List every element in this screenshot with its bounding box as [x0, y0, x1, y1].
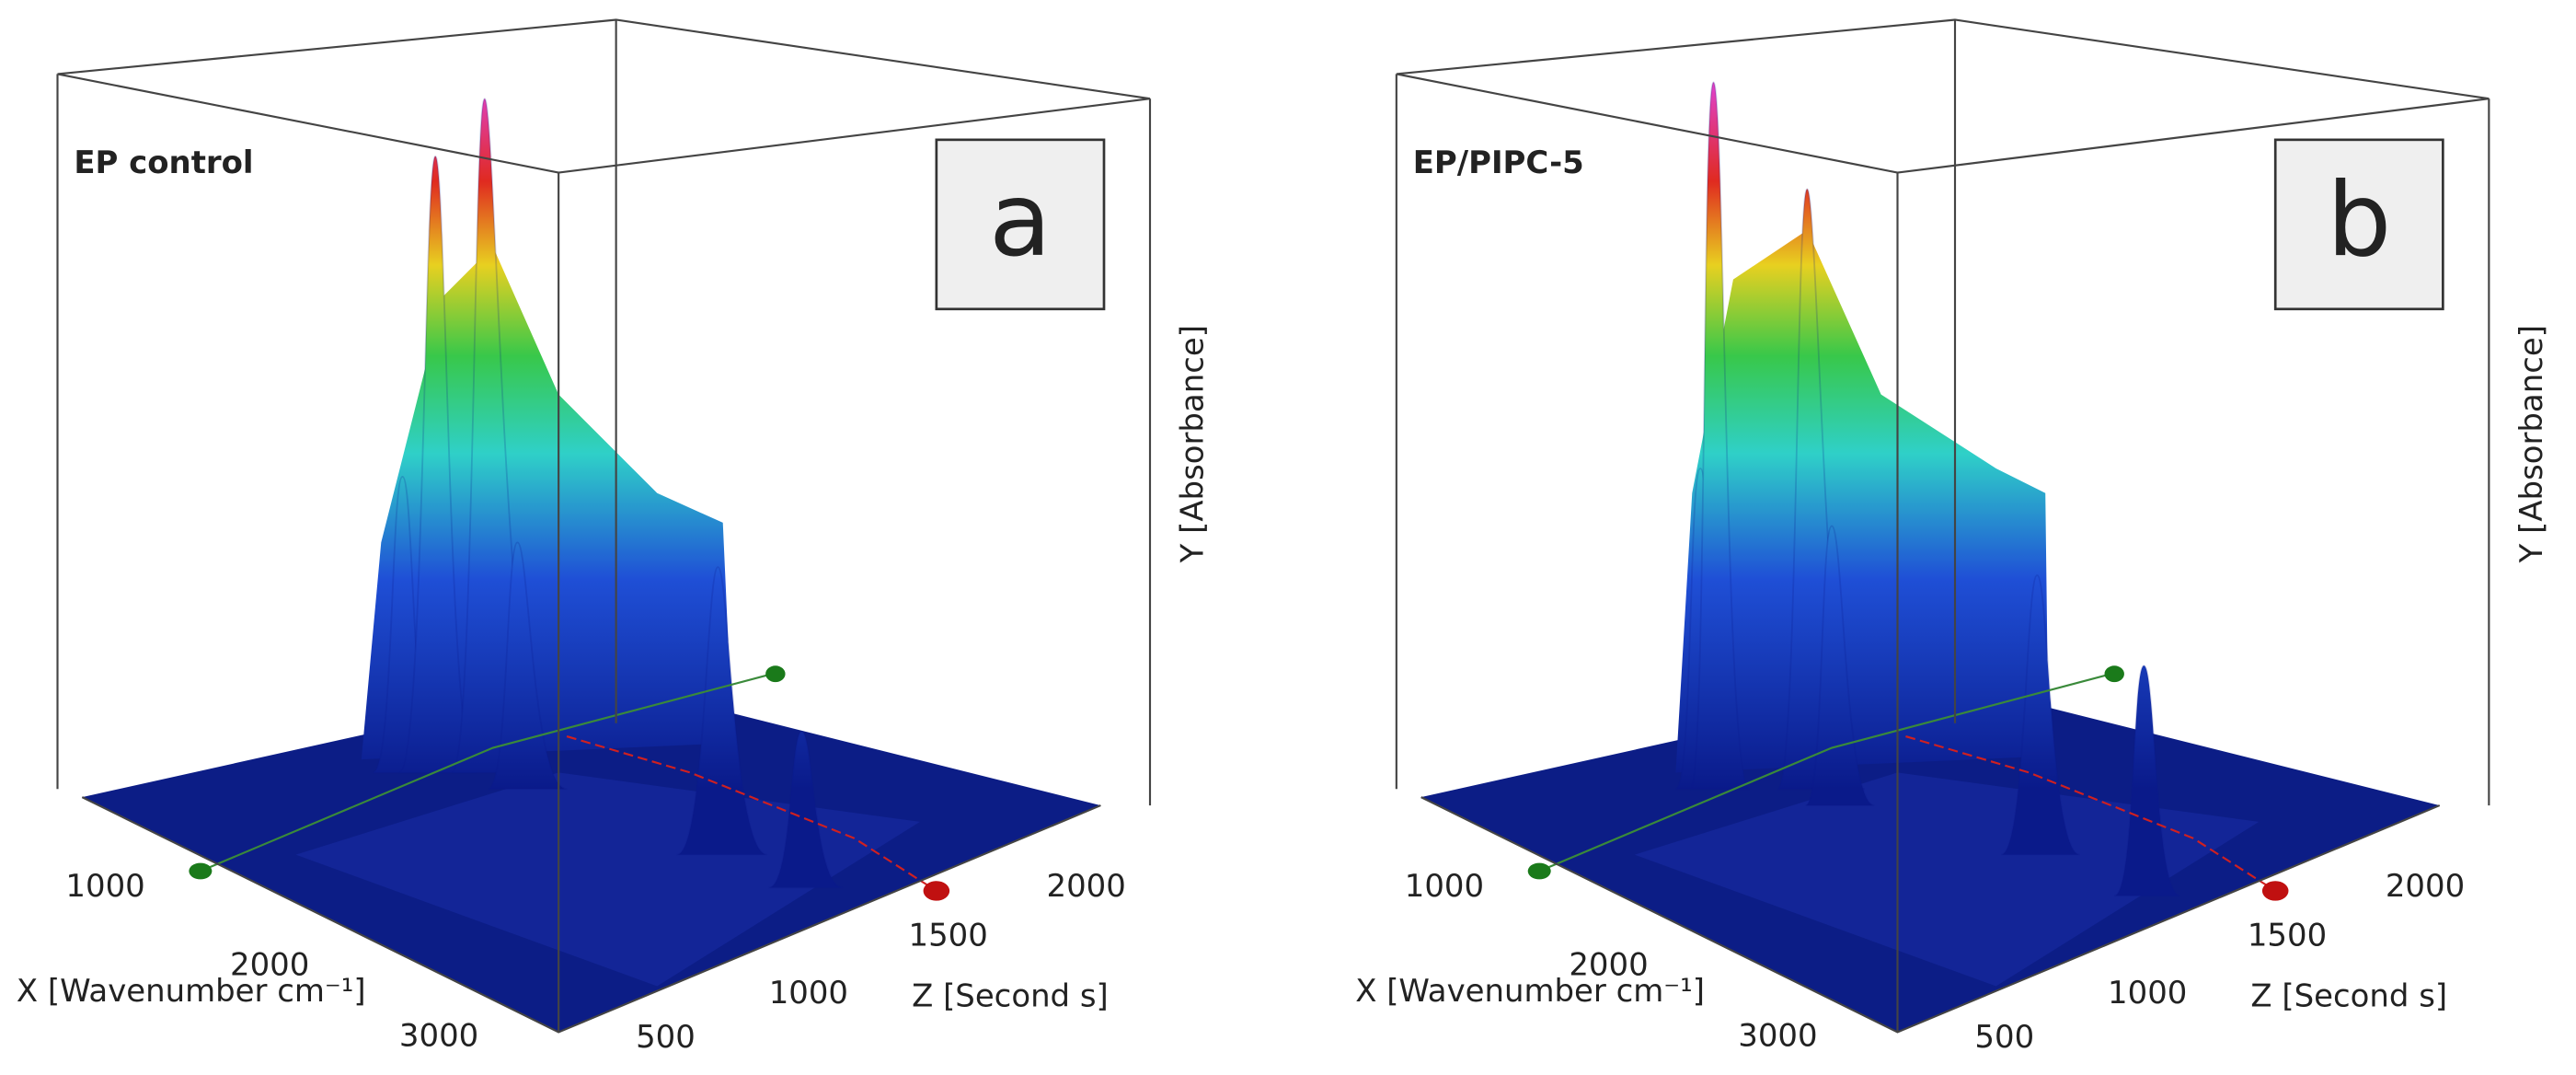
- z-tick-label: 2000: [2386, 868, 2465, 904]
- z-tick-label: 2000: [1047, 868, 1126, 904]
- z-tick-label: 500: [1974, 1019, 2034, 1055]
- y-axis-label: Y [Absorbance]: [2513, 325, 2549, 563]
- surface-peak: [487, 541, 568, 791]
- x-axis-label: X [Wavenumber cm⁻¹]: [17, 973, 366, 1009]
- cursor-line: [1905, 735, 2276, 892]
- z-axis-label: Z [Second s]: [912, 978, 1109, 1014]
- y-axis-label: Y [Absorbance]: [1175, 325, 1211, 563]
- marker: [923, 881, 950, 901]
- x-tick-label: 2000: [230, 947, 309, 983]
- letter-box: [2273, 138, 2444, 311]
- floor-shade: [1634, 772, 2260, 987]
- surface-peak: [768, 730, 844, 889]
- z-tick-label: 1500: [2248, 917, 2327, 953]
- box-edge: [1420, 796, 2441, 1034]
- letter-box: [935, 138, 1106, 311]
- x-tick-label: 3000: [1738, 1017, 1817, 1053]
- panel-letter: b: [2327, 161, 2391, 280]
- marker: [2261, 881, 2289, 901]
- x-tick-label: 1000: [1405, 868, 1484, 904]
- panel: EP/PIPC-5 b Y [Absorbance] X [Wavenumber cm…: [1355, 18, 2549, 1055]
- x-axis-label: X [Wavenumber cm⁻¹]: [1355, 973, 1705, 1009]
- panel-title: EP control: [74, 144, 253, 180]
- cursor-line: [566, 735, 937, 892]
- surface-peak: [2113, 665, 2180, 897]
- box-edge: [81, 796, 1101, 1034]
- x-tick-label: 2000: [1569, 947, 1648, 983]
- panel: EP control a Y [Absorbance] X [Wavenumber c…: [17, 18, 1211, 1055]
- cursor-line: [200, 673, 773, 873]
- surface-peak: [2000, 574, 2081, 856]
- panel-title: EP/PIPC-5: [1413, 144, 1584, 180]
- x-tick-label: 3000: [399, 1017, 478, 1053]
- marker: [1527, 862, 1551, 880]
- panel-letter: a: [989, 161, 1052, 280]
- z-axis-label: Z [Second s]: [2250, 978, 2447, 1014]
- z-tick-label: 1000: [2108, 975, 2187, 1011]
- marker: [2104, 665, 2124, 683]
- z-tick-label: 500: [636, 1019, 696, 1055]
- cursor-line: [1538, 673, 2111, 873]
- marker: [765, 665, 786, 683]
- z-tick-label: 1500: [909, 917, 988, 953]
- surface-peak: [1689, 81, 1751, 791]
- surface-peak: [398, 155, 477, 774]
- surface-peak: [676, 566, 768, 856]
- z-tick-label: 1000: [769, 975, 848, 1011]
- x-tick-label: 1000: [65, 868, 144, 904]
- floor-shade: [295, 772, 920, 987]
- marker: [189, 862, 213, 880]
- surface-peak: [1804, 525, 1875, 806]
